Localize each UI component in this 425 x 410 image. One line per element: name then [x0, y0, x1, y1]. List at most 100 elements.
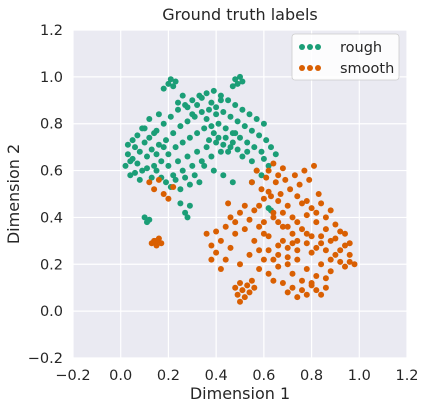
data-point-smooth	[337, 258, 344, 265]
legend-marker-smooth	[315, 65, 321, 71]
data-point-smooth	[303, 212, 310, 219]
data-point-rough	[217, 92, 224, 99]
data-point-smooth	[165, 195, 172, 202]
data-point-smooth	[248, 179, 255, 186]
data-point-smooth	[318, 233, 325, 240]
data-point-smooth	[256, 202, 263, 209]
data-point-rough	[136, 176, 143, 183]
data-point-smooth	[303, 198, 310, 204]
data-point-smooth	[208, 256, 215, 263]
series-smooth	[146, 160, 358, 305]
data-point-smooth	[337, 228, 344, 235]
data-point-rough	[158, 158, 165, 165]
data-point-smooth	[170, 184, 177, 190]
data-point-rough	[201, 125, 208, 132]
x-tick-label: 0.6	[252, 368, 275, 384]
data-point-rough	[132, 144, 138, 151]
y-axis-label: Dimension 2	[4, 144, 23, 244]
data-point-rough	[203, 116, 210, 122]
data-point-smooth	[237, 298, 243, 305]
data-point-smooth	[260, 219, 267, 226]
data-point-smooth	[241, 202, 248, 209]
data-point-rough	[260, 120, 267, 127]
data-point-rough	[194, 148, 201, 155]
data-point-smooth	[213, 249, 220, 256]
data-point-rough	[129, 137, 136, 144]
data-point-smooth	[289, 240, 296, 247]
data-point-rough	[148, 174, 155, 181]
data-point-rough	[258, 172, 265, 179]
data-point-smooth	[260, 256, 267, 263]
data-point-rough	[222, 125, 229, 132]
data-point-rough	[139, 125, 146, 132]
data-point-rough	[146, 134, 153, 141]
data-point-rough	[141, 139, 148, 146]
data-point-smooth	[153, 237, 160, 244]
data-point-smooth	[294, 294, 301, 301]
data-point-smooth	[222, 256, 229, 263]
data-point-smooth	[284, 261, 291, 268]
data-point-smooth	[296, 181, 303, 188]
data-point-smooth	[248, 277, 255, 284]
data-point-smooth	[289, 270, 296, 277]
data-point-smooth	[294, 247, 301, 254]
data-point-smooth	[265, 233, 272, 240]
data-point-rough	[198, 158, 205, 165]
data-point-rough	[227, 144, 234, 151]
data-point-smooth	[251, 207, 258, 214]
legend-marker-rough	[307, 44, 313, 50]
data-point-smooth	[217, 237, 224, 244]
y-tick-labels: −0.2 0.0 0.2 0.4 0.6 0.8 1.0 1.2	[28, 23, 63, 367]
data-point-smooth	[275, 198, 282, 204]
data-point-rough	[196, 179, 203, 186]
data-point-rough	[186, 134, 193, 141]
data-point-smooth	[311, 162, 317, 169]
x-tick-label: 1.0	[348, 368, 371, 384]
y-tick-label: 0.6	[40, 164, 63, 180]
data-point-smooth	[351, 261, 358, 268]
data-point-smooth	[284, 289, 291, 296]
data-point-rough	[165, 162, 172, 169]
data-point-smooth	[270, 277, 277, 284]
data-point-rough	[248, 158, 255, 165]
data-point-rough	[232, 130, 239, 137]
data-point-rough	[165, 80, 172, 87]
data-point-rough	[179, 167, 186, 174]
data-point-rough	[179, 139, 186, 146]
data-point-rough	[167, 113, 174, 120]
data-point-rough	[172, 144, 179, 151]
data-point-rough	[170, 172, 177, 179]
y-tick-label: 0.2	[40, 257, 63, 273]
data-point-rough	[198, 109, 205, 115]
y-tick-label: 1.2	[40, 23, 63, 39]
data-point-smooth	[327, 268, 334, 275]
data-point-rough	[234, 118, 241, 125]
data-point-smooth	[279, 237, 286, 244]
data-point-rough	[165, 151, 172, 158]
data-point-smooth	[332, 235, 339, 242]
data-point-rough	[213, 111, 220, 118]
data-point-smooth	[322, 214, 329, 221]
data-point-smooth	[265, 270, 272, 277]
data-point-smooth	[327, 207, 334, 214]
data-point-rough	[184, 104, 191, 111]
data-point-rough	[210, 130, 217, 137]
data-point-rough	[210, 167, 217, 174]
data-point-smooth	[279, 165, 286, 172]
data-point-smooth	[268, 193, 274, 200]
data-point-rough	[241, 123, 248, 130]
data-point-rough	[234, 80, 241, 87]
data-point-smooth	[208, 242, 215, 249]
data-point-rough	[141, 214, 148, 221]
data-point-rough	[201, 162, 208, 169]
data-point-rough	[210, 87, 217, 94]
data-point-rough	[153, 167, 160, 174]
data-point-smooth	[322, 284, 329, 291]
data-point-rough	[225, 148, 232, 155]
data-point-smooth	[308, 249, 315, 256]
data-point-smooth	[315, 191, 322, 197]
data-point-smooth	[234, 291, 241, 298]
data-point-smooth	[246, 289, 253, 296]
data-point-rough	[132, 169, 138, 176]
